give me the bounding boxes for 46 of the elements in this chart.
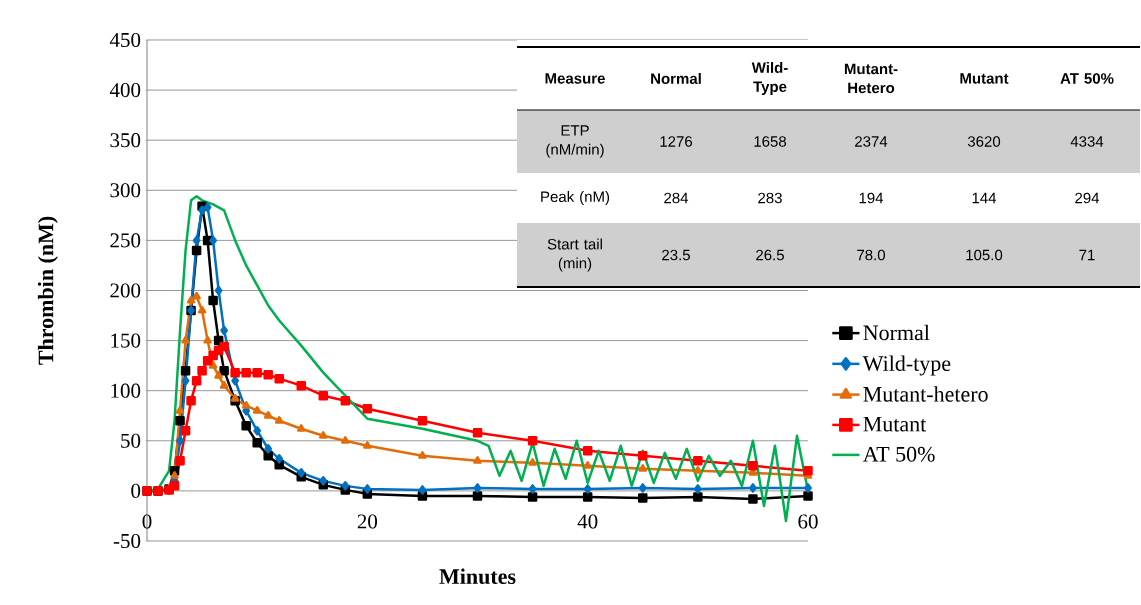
text: 2374 [855,136,888,147]
y-tick-label: 200 [110,283,141,298]
y-tick-label: 300 [110,183,141,198]
x-axis-title: Minutes [439,568,516,585]
y-tick-label: 150 [111,333,141,348]
annotation: Normal [651,72,701,84]
y-tick-label: 400 [109,83,141,98]
annotation: Wild-Type [751,61,788,95]
text: 4334 [1070,136,1104,147]
annotation: 1658 [754,136,787,147]
legend-label: Mutant [863,416,927,432]
y-tick-label: 0 [131,483,141,498]
annotation: 1276 [660,136,693,147]
text: 194 [859,192,884,204]
y-tick-label: 350 [110,133,141,148]
annotation: Peak (nM) [541,190,610,205]
legend-label: Mutant-hetero [863,386,988,402]
legend-label: AT 50% [862,446,935,462]
text: 78.0 [857,249,886,261]
text: Mutant [960,73,1009,84]
annotation: 283 [758,192,782,204]
x-tick-label: 0 [142,514,152,529]
legend-label: Normal [863,324,930,341]
y-axis-title: Thrombin (nM) [37,216,58,365]
y-tick-label: 450 [109,32,141,48]
y-tick-label: 250 [110,233,141,248]
legend-label: Wild-type [862,355,951,376]
text: 144 [972,192,997,204]
x-tick-label: 20 [357,514,378,529]
text: 3620 [967,136,1001,147]
y-tick-label: 100 [111,383,141,398]
x-tick-label: 40 [577,514,598,529]
text: Mutant-Hetero [844,63,898,94]
annotation: Start tail (min) [547,238,602,272]
annotation: Measure [545,73,605,84]
text: 105.0 [966,249,1003,261]
annotation: ETP (nM/min) [546,125,604,158]
y-tick-label: -50 [113,533,141,549]
text: 294 [1075,192,1100,204]
text: AT 50% [1060,73,1114,84]
annotation: 284 [664,192,689,204]
annotation: 23.5 [662,249,690,261]
y-tick-label: 50 [121,433,141,448]
text: 71 [1079,249,1095,261]
annotation: 26.5 [756,249,784,261]
x-tick-label: 60 [798,514,818,529]
